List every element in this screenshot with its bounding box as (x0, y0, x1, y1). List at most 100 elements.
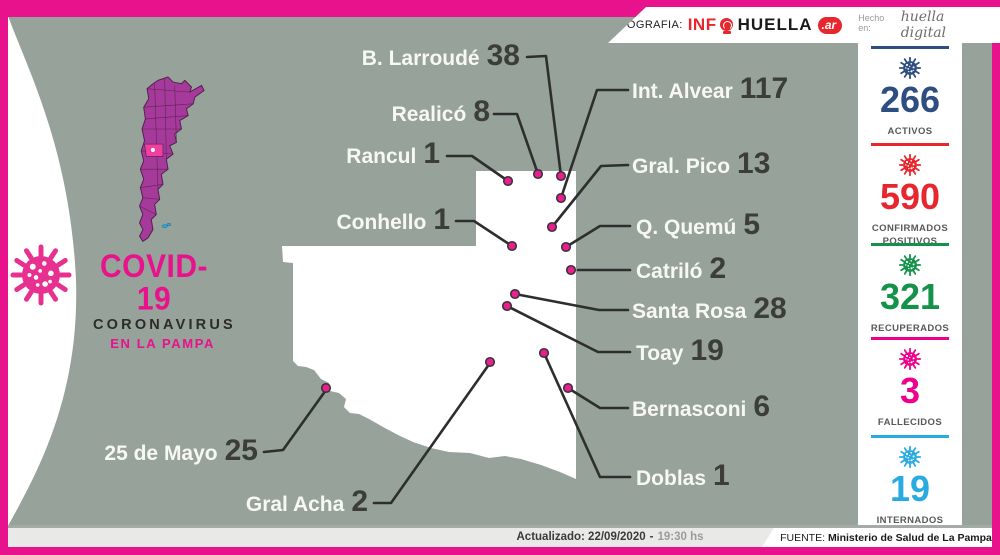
case-count: 19 (690, 334, 724, 367)
city-name: Doblas (636, 467, 707, 490)
title-region: EN LA PAMPA (110, 335, 215, 351)
logo-ar-badge: .ar (817, 16, 843, 34)
footer-bar (8, 528, 992, 547)
frame-bottom (0, 547, 1000, 555)
case-count: 1 (423, 137, 440, 170)
case-count: 1 (713, 459, 730, 492)
case-count: 1 (433, 203, 450, 236)
argentina-outline (139, 76, 205, 242)
logo-inf-text: INF (687, 15, 717, 34)
callout-toay: Toay 19 (636, 334, 724, 368)
callout-santa-rosa: Santa Rosa 28 (632, 292, 787, 326)
callout-rancul: Rancul 1 (346, 137, 440, 171)
stat-label: CONFIRMADOS POSITIVOS (871, 222, 949, 247)
argentina-minimap (139, 76, 205, 242)
stat-internados: 19 INTERNADOS (858, 435, 962, 528)
case-count: 38 (486, 39, 520, 72)
city-name: Gral Acha (245, 493, 345, 516)
callout-gral-acha: Gral Acha 2 (246, 485, 368, 519)
stat-activos: 266 ACTIVOS (858, 46, 962, 139)
stat-confirmados: 590 CONFIRMADOS POSITIVOS (858, 143, 962, 248)
callout-b-larroude: B. Larroudé 38 (362, 39, 520, 73)
virus-icon (898, 253, 922, 277)
title-block: COVID-19 CORONAVIRUS EN LA PAMPA (93, 248, 236, 351)
callout-conhello: Conhello 1 (336, 203, 450, 237)
frame-right (992, 0, 1000, 555)
virus-icon (898, 445, 922, 469)
city-name: Conhello (336, 211, 427, 234)
magnifier-icon (719, 17, 735, 34)
case-count: 8 (473, 95, 490, 128)
city-name: Realicó (391, 103, 467, 126)
stat-rule (871, 46, 949, 49)
stat-value: 266 (879, 79, 941, 120)
la-pampa-dot (150, 147, 155, 152)
case-count: 28 (753, 292, 787, 325)
title-coronavirus: CORONAVIRUS (93, 317, 236, 333)
city-name: Q. Quemú (636, 216, 737, 239)
callout-catrilo: Catriló 2 (636, 252, 726, 286)
virus-icon (898, 347, 922, 371)
stat-value: 3 (899, 370, 921, 411)
callout-25-de-mayo: 25 de Mayo 25 (104, 434, 258, 468)
city-name: B. Larroudé (361, 47, 480, 70)
virus-icon (898, 56, 922, 80)
made-in-brand: huella digital (900, 9, 947, 41)
city-name: Toay (636, 342, 684, 365)
stat-label: FALLECIDOS (877, 416, 943, 428)
virus-icon (8, 242, 74, 308)
city-name: Rancul (346, 145, 417, 168)
stats-sidebar: 266 ACTIVOS 590 CONFIRMADOS POSITIVOS 32… (858, 43, 962, 528)
logo-huella-text: HUELLA (737, 15, 813, 34)
case-count: 2 (351, 485, 368, 518)
stat-value: 321 (879, 276, 941, 317)
case-count: 13 (737, 147, 771, 180)
stat-rule (871, 143, 949, 146)
callout-gral-pico: Gral. Pico 13 (632, 147, 770, 181)
title-covid: COVID-19 (100, 248, 208, 317)
city-name: Bernasconi (632, 398, 747, 421)
callout-bernasconi: Bernasconi 6 (632, 390, 770, 424)
stat-recuperados: 321 RECUPERADOS (858, 243, 962, 336)
stat-value: 19 (889, 468, 931, 509)
stat-label: ACTIVOS (887, 125, 933, 137)
stat-label: INTERNADOS (876, 514, 944, 526)
callout-q-quemu: Q. Quemú 5 (636, 208, 760, 242)
stat-rule (871, 337, 949, 340)
callout-realico: Realicó 8 (392, 95, 490, 129)
case-count: 2 (709, 252, 727, 285)
city-name: Santa Rosa (632, 300, 747, 323)
virus-icon (898, 153, 922, 177)
sidebar-gray-strip (962, 43, 992, 528)
case-count: 117 (739, 72, 789, 105)
footer-source-area: FUENTE: Ministerio de Salud de La Pampa (762, 528, 992, 547)
made-in-block: Hecho en: huella digital (858, 9, 1000, 41)
city-name: Gral. Pico (632, 155, 731, 178)
infohuella-logo: INFOGRAFIA: INF HUELLA .ar (608, 15, 843, 35)
stat-rule (871, 435, 949, 438)
source-text: FUENTE: Ministerio de Salud de La Pampa (780, 532, 992, 544)
updated-date: Actualizado: 22/09/2020 (516, 531, 646, 543)
source-label: FUENTE: (780, 531, 826, 544)
callout-doblas: Doblas 1 (636, 459, 730, 493)
updated-separator: - (649, 531, 654, 543)
frame-left (0, 0, 8, 555)
case-count: 6 (753, 390, 771, 423)
callout-int-alvear: Int. Alvear 117 (632, 72, 788, 106)
city-name: Int. Alvear (632, 80, 733, 103)
city-name: 25 de Mayo (104, 442, 218, 465)
updated-time: 19:30 hs (657, 531, 704, 543)
city-name: Catriló (636, 260, 703, 283)
footer-divider (8, 525, 992, 528)
case-count: 5 (743, 208, 761, 241)
stat-fallecidos: 3 FALLECIDOS (858, 337, 962, 430)
source-value: Ministerio de Salud de La Pampa (827, 531, 992, 544)
made-in-label: Hecho en: (858, 13, 885, 33)
malvinas-icon (161, 223, 171, 228)
header-band: INFOGRAFIA: INF HUELLA .ar Hecho en: hue… (608, 7, 1000, 43)
stat-value: 590 (879, 176, 941, 217)
updated-text: Actualizado: 22/09/2020-19:30 hs (460, 528, 760, 547)
infografia-label: INFOGRAFIA: (608, 19, 683, 31)
stat-label: RECUPERADOS (870, 322, 950, 334)
